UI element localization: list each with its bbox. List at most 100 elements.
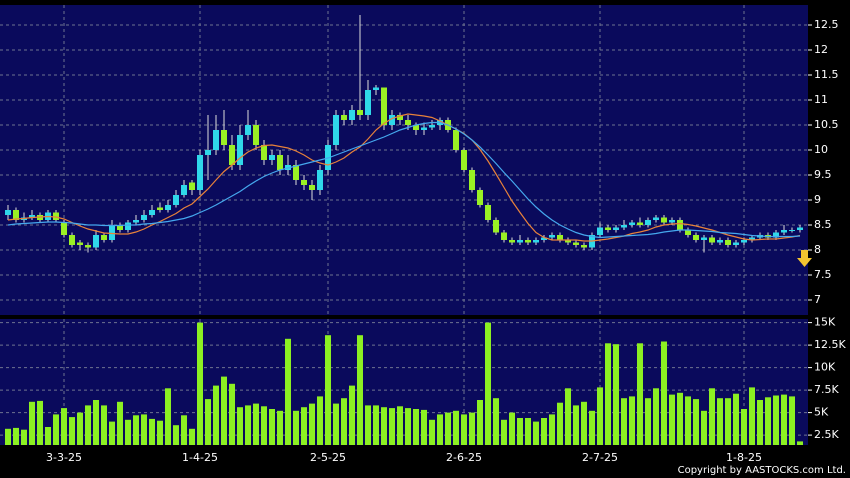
volume-bar <box>501 419 507 445</box>
volume-bar <box>29 401 35 445</box>
candle-body <box>341 115 347 120</box>
volume-bar <box>197 322 203 445</box>
volume-bar <box>141 414 147 445</box>
candle-body <box>389 115 395 125</box>
candle-body <box>485 205 491 220</box>
volume-bar <box>101 405 107 445</box>
candle-body <box>693 235 699 240</box>
volume-bar <box>517 418 523 445</box>
volume-bar <box>117 401 123 445</box>
volume-bar <box>757 400 763 445</box>
candle-body <box>333 115 339 145</box>
x-tick-label: 1-4-25 <box>182 451 218 464</box>
candle-body <box>229 145 235 165</box>
x-tick-label: 2-5-25 <box>310 451 346 464</box>
volume-bar <box>21 429 27 445</box>
volume-bar <box>237 407 243 445</box>
candle-body <box>221 130 227 145</box>
volume-bar <box>685 396 691 445</box>
volume-bar <box>509 412 515 445</box>
volume-bar <box>525 418 531 445</box>
volume-bar <box>133 415 139 445</box>
volume-bar <box>157 420 163 445</box>
volume-bar <box>421 409 427 445</box>
volume-bar <box>301 407 307 445</box>
volume-bar <box>693 399 699 445</box>
candle-body <box>373 87 379 90</box>
volume-bar <box>581 401 587 445</box>
volume-bar <box>85 405 91 445</box>
candle-body <box>749 237 755 240</box>
candle-body <box>173 195 179 205</box>
volume-bar <box>381 407 387 445</box>
candle-body <box>565 240 571 243</box>
plot-layer: 2.5K 5K 7.5K 10K 12.5K 15K 3-3-25 1-4-25 2-5-25 2… <box>0 5 846 464</box>
volume-bar <box>573 405 579 445</box>
candle-body <box>13 210 19 220</box>
x-tick-label: 1-8-25 <box>726 451 762 464</box>
y-tick-label: 12 <box>814 43 828 56</box>
moving-average-line <box>7 121 801 239</box>
volume-bar <box>469 412 475 445</box>
volume-bar <box>717 398 723 445</box>
candle-body <box>133 220 139 223</box>
candle-body <box>253 125 259 145</box>
volume-bar <box>269 409 275 445</box>
candle-body <box>381 87 387 125</box>
volume-bar <box>253 403 259 445</box>
candle-body <box>605 227 611 230</box>
candle-body <box>541 237 547 240</box>
candle-body <box>493 220 499 233</box>
y-tick-label: 10.5 <box>814 118 839 131</box>
candle-body <box>621 225 627 228</box>
volume-bar <box>341 398 347 445</box>
candle-body <box>677 220 683 230</box>
candle-body <box>309 185 315 190</box>
volume-bar <box>461 414 467 445</box>
y-tick-label: 9 <box>814 193 821 206</box>
candle-body <box>549 235 555 238</box>
candle-body <box>669 220 675 223</box>
volume-bar <box>429 419 435 445</box>
candle-body <box>69 235 75 245</box>
candle-body <box>429 125 435 128</box>
volume-bar <box>725 398 731 445</box>
volume-bar <box>213 385 219 445</box>
volume-bar <box>181 415 187 445</box>
volume-bar <box>61 408 67 445</box>
candle-body <box>685 230 691 235</box>
candle-body <box>245 125 251 135</box>
volume-bar <box>789 396 795 445</box>
candle-body <box>717 240 723 243</box>
volume-bar <box>389 408 395 445</box>
x-tick-label: 2-6-25 <box>446 451 482 464</box>
volume-bar <box>221 376 227 445</box>
y-tick-label: 10K <box>814 361 836 374</box>
volume-bar <box>125 419 131 445</box>
volume-bar <box>669 394 675 445</box>
candle-body <box>85 245 91 248</box>
volume-bar <box>229 383 235 445</box>
volume-bar <box>53 414 59 445</box>
current-arrow <box>797 250 812 267</box>
y-tick-label: 11 <box>814 93 828 106</box>
candle-body <box>213 130 219 150</box>
candle-body <box>181 185 187 195</box>
candle-body <box>773 232 779 238</box>
candle-body <box>781 230 787 233</box>
volume-bar <box>557 402 563 445</box>
volume-bar <box>637 343 643 445</box>
volume-bar <box>261 406 267 445</box>
volume-bar <box>277 410 283 445</box>
candle-body <box>117 225 123 230</box>
candle-body <box>789 230 795 231</box>
candle-body <box>349 110 355 120</box>
y-tick-label: 8 <box>814 243 821 256</box>
candle-body <box>29 215 35 218</box>
candle-body <box>701 237 707 240</box>
candle-body <box>469 170 475 190</box>
volume-bar <box>621 398 627 445</box>
volume-bar <box>333 403 339 445</box>
candle-body <box>597 227 603 235</box>
